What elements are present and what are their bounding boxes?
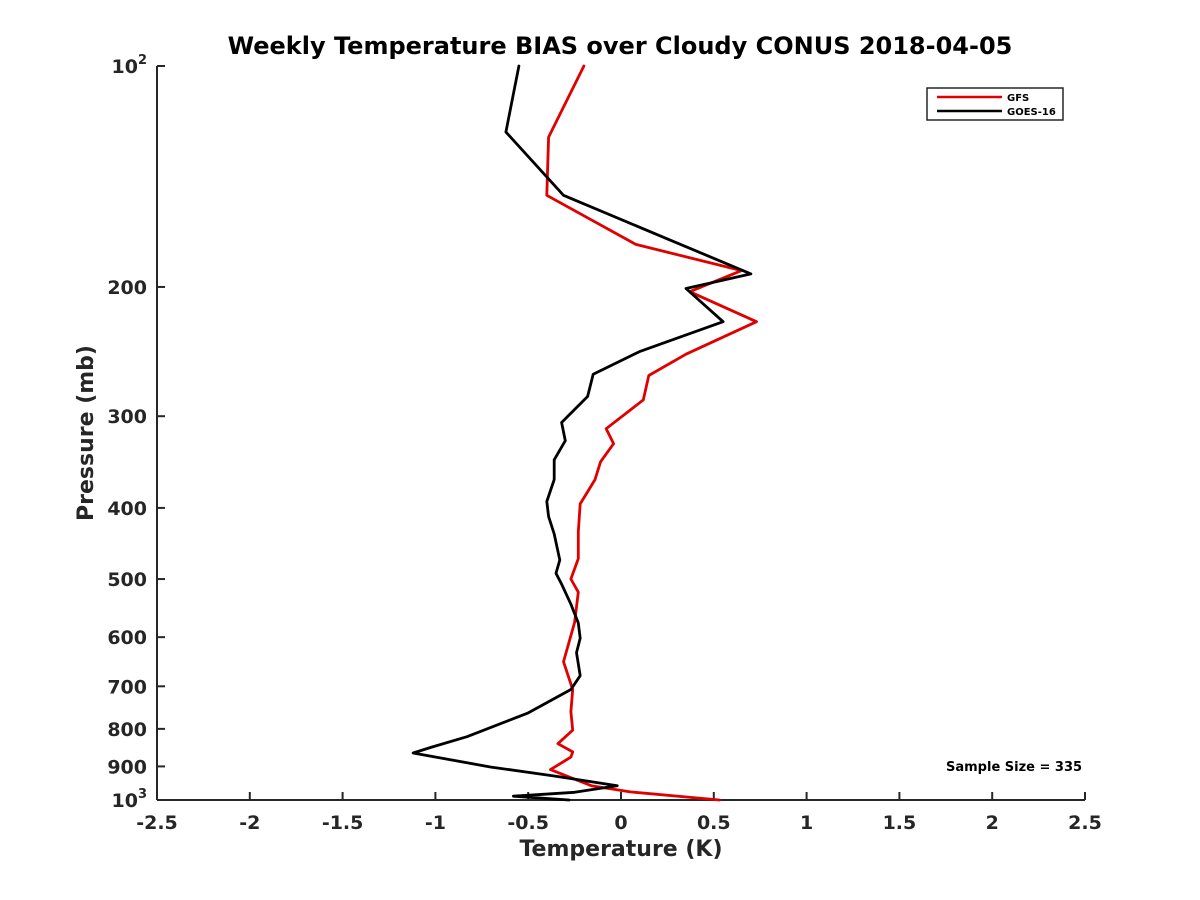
x-tick-label: 2 (986, 812, 999, 834)
plot-area (156, 66, 1085, 801)
x-tick-label: -1.5 (322, 812, 364, 834)
x-tick-label: 0 (614, 812, 627, 834)
x-axis-ticks: -2.5 -2 -1.5 -1 -0.5 0 0.5 1 1.5 2 2.5 (136, 792, 1102, 834)
x-tick-label: 1.5 (883, 812, 917, 834)
legend-label-goes-16: GOES-16 (1007, 107, 1056, 118)
series-layer (411, 64, 758, 802)
x-tick-label: -2.5 (136, 812, 178, 834)
y-tick-label: 200 (107, 277, 147, 299)
legend-label-gfs: GFS (1007, 93, 1029, 104)
series-line-goes-16 (411, 64, 753, 802)
x-tick-label: 0.5 (697, 812, 731, 834)
x-tick-label: 1 (800, 812, 813, 834)
y-tick-label: 400 (107, 498, 147, 520)
y-tick-label: 700 (107, 676, 147, 698)
y-tick-label: 500 (107, 569, 147, 591)
y-tick-label: 300 (107, 406, 147, 428)
legend: GFS GOES-16 (926, 87, 1064, 121)
y-tick-label: 800 (107, 719, 147, 741)
y-axis-label: Pressure (mb) (74, 345, 99, 521)
y-tick-label: 103 (112, 787, 148, 812)
y-tick-label: 600 (107, 627, 147, 649)
y-tick-label: 900 (107, 756, 147, 778)
x-tick-label: -1 (425, 812, 446, 834)
y-axis-ticks: 102 200 300 400 500 600 700 800 900 103 (107, 53, 165, 812)
sample-size-annotation: Sample Size = 335 (946, 760, 1082, 775)
x-axis-label: Temperature (K) (519, 837, 722, 862)
series-line-gfs (545, 64, 758, 802)
x-tick-label: -2 (239, 812, 260, 834)
x-tick-label: -0.5 (507, 812, 549, 834)
chart-title: Weekly Temperature BIAS over Cloudy CONU… (228, 32, 1013, 60)
legend-box (926, 87, 1064, 121)
x-tick-label: 2.5 (1068, 812, 1102, 834)
y-tick-label: 102 (112, 53, 148, 78)
